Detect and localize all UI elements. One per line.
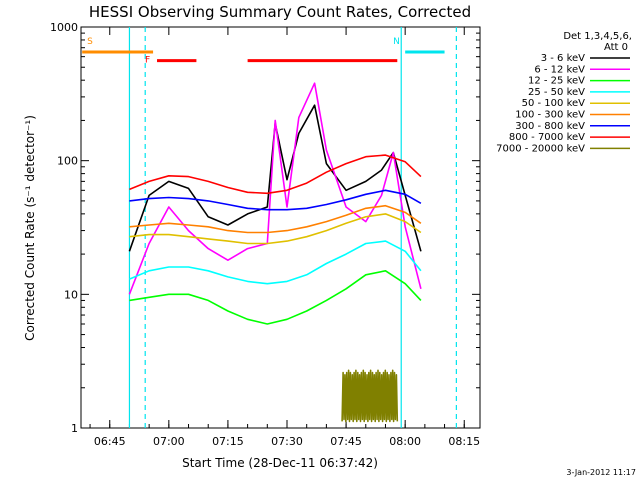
y-tick-label: 1000 [50, 21, 78, 34]
series-line-2 [128, 82, 422, 295]
y-axis-label: Corrected Count Rate (s⁻¹ detector⁻¹) [23, 115, 37, 341]
x-axis-label: Start Time (28-Dec-11 06:37:42) [182, 456, 378, 470]
series-line-1 [128, 104, 422, 252]
series-line-6 [129, 204, 422, 234]
plot-frame [80, 26, 481, 429]
legend-label: 7000 - 20000 keV [496, 143, 585, 154]
legend-header-line-2: Att 0 [604, 42, 628, 53]
x-tick-label: 08:00 [389, 435, 421, 448]
series-line-3 [129, 269, 422, 325]
flag-label-flare: F [145, 56, 150, 66]
series-line-4 [129, 240, 422, 285]
x-tick-label: 06:45 [94, 435, 126, 448]
series-line-9 [341, 369, 399, 423]
y-tick-label: 10 [64, 288, 78, 301]
legend-header-line-1: Det 1,3,4,5,6, [563, 31, 632, 42]
x-tick-label: 07:00 [153, 435, 185, 448]
x-tick-label: 07:30 [271, 435, 303, 448]
legend-label: 6 - 12 keV [534, 64, 585, 75]
series-line-8 [129, 154, 422, 195]
x-tick-label: 07:45 [330, 435, 362, 448]
flag-label-saa: S [87, 37, 93, 47]
x-tick-label: 07:15 [212, 435, 244, 448]
legend-label: 12 - 25 keV [528, 76, 585, 87]
series-line-7 [129, 189, 422, 211]
legend-label: 3 - 6 keV [541, 53, 585, 64]
series-line-5 [129, 213, 422, 245]
x-tick-label: 08:15 [448, 435, 480, 448]
legend-label: 800 - 7000 keV [509, 132, 585, 143]
chart-title: HESSI Observing Summary Count Rates, Cor… [89, 3, 471, 21]
legend-label: 300 - 800 keV [515, 121, 585, 132]
legend-label: 25 - 50 keV [528, 87, 585, 98]
y-tick-label: 1 [71, 422, 78, 435]
legend-label: 50 - 100 keV [522, 98, 586, 109]
flag-label-night: N [393, 37, 400, 47]
y-tick-label: 100 [57, 155, 78, 168]
legend-label: 100 - 300 keV [515, 110, 585, 121]
timestamp: 3-Jan-2012 11:17 [566, 468, 636, 477]
